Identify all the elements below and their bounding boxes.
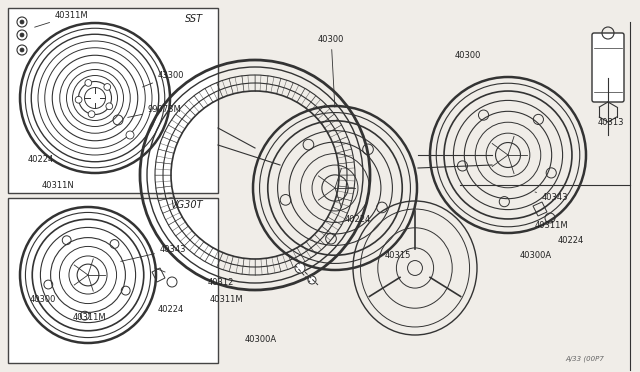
Text: 40311M: 40311M bbox=[210, 295, 244, 304]
Text: 43300: 43300 bbox=[143, 71, 184, 87]
Text: 40224: 40224 bbox=[158, 305, 184, 314]
FancyBboxPatch shape bbox=[8, 8, 218, 193]
Circle shape bbox=[295, 263, 305, 273]
Text: 40224: 40224 bbox=[558, 236, 584, 245]
Text: 40300: 40300 bbox=[455, 51, 481, 60]
Text: 40343: 40343 bbox=[535, 192, 568, 202]
Text: A/33 (00P7: A/33 (00P7 bbox=[565, 355, 604, 362]
Text: SST: SST bbox=[185, 14, 203, 24]
Text: 40311N: 40311N bbox=[42, 181, 75, 190]
Text: 40311M: 40311M bbox=[35, 11, 88, 27]
Circle shape bbox=[76, 96, 82, 103]
Circle shape bbox=[20, 48, 24, 52]
Text: 40343: 40343 bbox=[121, 245, 186, 262]
FancyBboxPatch shape bbox=[592, 33, 624, 102]
Text: 40313: 40313 bbox=[598, 118, 625, 127]
Circle shape bbox=[20, 20, 24, 24]
Text: 40224: 40224 bbox=[28, 155, 54, 164]
Circle shape bbox=[88, 111, 95, 118]
Circle shape bbox=[85, 80, 92, 86]
Text: 40300: 40300 bbox=[318, 35, 344, 107]
Text: 40300A: 40300A bbox=[245, 335, 277, 344]
Circle shape bbox=[308, 276, 316, 284]
FancyBboxPatch shape bbox=[8, 198, 218, 363]
Text: 99073M: 99073M bbox=[128, 105, 182, 118]
Circle shape bbox=[126, 131, 134, 139]
Text: 40224: 40224 bbox=[345, 215, 371, 224]
Circle shape bbox=[20, 33, 24, 37]
Circle shape bbox=[104, 84, 111, 90]
Text: VG30T: VG30T bbox=[170, 200, 203, 210]
Text: 40311M: 40311M bbox=[535, 221, 568, 230]
Text: 40315: 40315 bbox=[385, 251, 412, 260]
Circle shape bbox=[106, 103, 113, 110]
Text: 40300: 40300 bbox=[30, 295, 56, 304]
Text: 40311M: 40311M bbox=[73, 313, 107, 322]
Text: 40300A: 40300A bbox=[520, 251, 552, 260]
Text: 40312: 40312 bbox=[208, 278, 234, 287]
